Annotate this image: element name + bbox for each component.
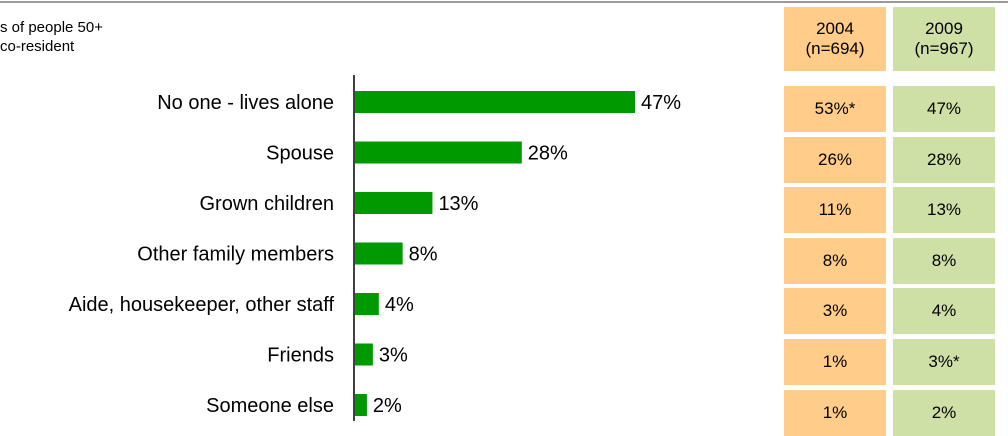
table-cell-2004-3: 8% <box>784 237 886 284</box>
category-label-3: Other family members <box>137 244 334 266</box>
table-cell-2009-3: 8% <box>893 237 995 284</box>
bar-1 <box>355 141 522 164</box>
subtitle-line-1: s of people 50+ <box>0 19 104 36</box>
value-label-5: 3% <box>379 345 408 367</box>
table-cell-2004-0: 53%* <box>784 86 886 132</box>
table-cell-2009-6: 2% <box>893 389 995 436</box>
value-label-0: 47% <box>641 92 681 114</box>
value-label-1: 28% <box>528 143 568 165</box>
bar-0 <box>355 91 635 113</box>
header-2009: 2009 (n=967) <box>893 7 995 71</box>
bar-4 <box>355 293 379 315</box>
value-label-3: 8% <box>409 244 438 266</box>
table-cell-2009-1: 28% <box>893 136 995 183</box>
header-2004: 2004 (n=694) <box>784 7 886 71</box>
header-2009-year: 2009 <box>925 19 963 38</box>
category-label-5: Friends <box>267 345 334 367</box>
value-label-4: 4% <box>385 294 414 316</box>
table-cell-2009-4: 4% <box>893 288 995 335</box>
table-cell-2004-6: 1% <box>784 389 886 436</box>
table-cell-2004-5: 1% <box>784 339 886 385</box>
table-cell-2004-1: 26% <box>784 136 886 183</box>
table-cell-2009-0: 47% <box>893 86 995 132</box>
value-label-6: 2% <box>373 395 402 417</box>
table-cell-2004-4: 3% <box>784 288 886 335</box>
top-divider <box>0 1 1008 3</box>
table-cell-2004-2: 11% <box>784 187 886 234</box>
table-cell-2009-2: 13% <box>893 187 995 234</box>
category-label-4: Aide, housekeeper, other staff <box>69 294 335 316</box>
header-2004-year: 2004 <box>816 19 854 38</box>
category-label-6: Someone else <box>206 395 334 417</box>
chart-subtitle: s of people 50+ co-resident <box>0 18 103 56</box>
category-label-1: Spouse <box>266 143 334 165</box>
header-2009-n: (n=967) <box>914 39 974 58</box>
category-label-2: Grown children <box>199 193 334 215</box>
table-cell-2009-5: 3%* <box>893 339 995 385</box>
bar-2 <box>355 192 433 214</box>
category-label-0: No one - lives alone <box>157 92 334 114</box>
subtitle-line-2: co-resident <box>0 38 75 55</box>
bar-chart: No one - lives alone 47% Spouse 28% Grown ch… <box>69 75 681 421</box>
bar-3 <box>355 242 403 265</box>
bar-5 <box>355 343 373 366</box>
value-label-2: 13% <box>438 193 478 215</box>
header-2004-n: (n=694) <box>805 39 865 58</box>
bar-6 <box>355 394 367 416</box>
